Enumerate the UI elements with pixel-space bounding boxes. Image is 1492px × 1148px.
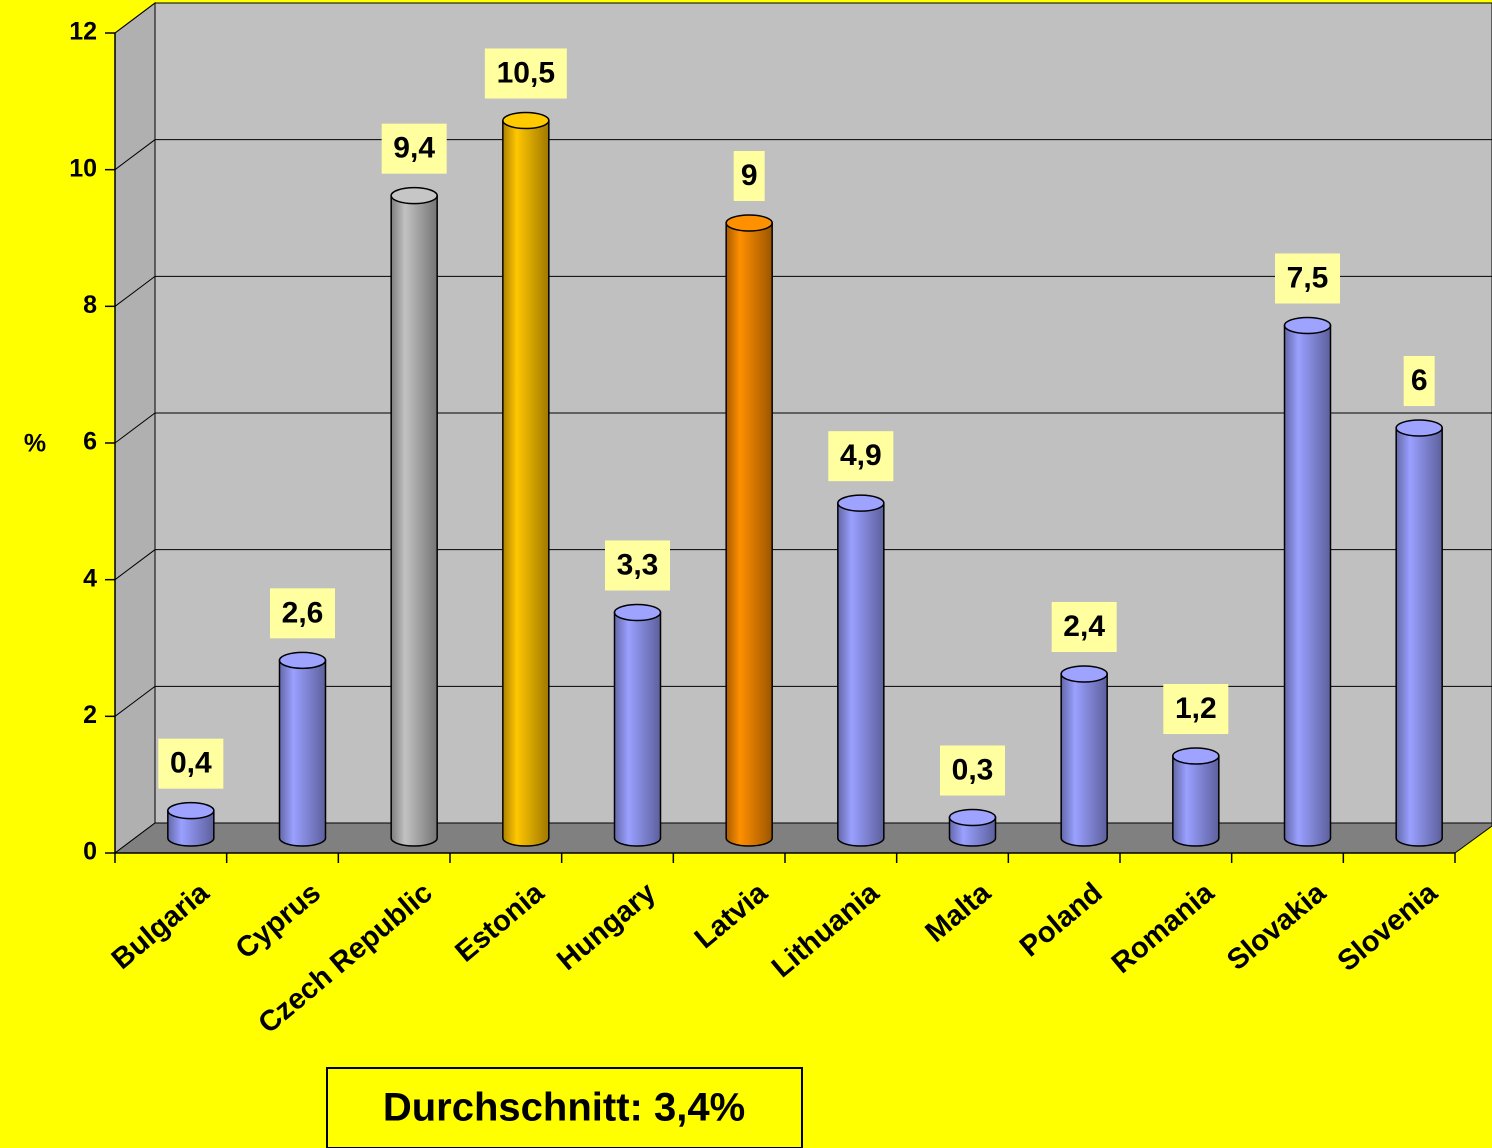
value-label: 3,3 (617, 548, 659, 581)
y-tick-label: 2 (83, 701, 97, 729)
grid-line (114, 412, 1492, 444)
bar (1172, 755, 1220, 847)
value-label: 10,5 (497, 56, 555, 89)
y-tick-label: 12 (69, 18, 97, 46)
bar-top (1395, 419, 1443, 437)
bar (502, 119, 550, 847)
bar-top (167, 801, 215, 820)
grid-line (114, 2, 1492, 34)
value-label-box (1051, 602, 1117, 652)
value-label-box (733, 151, 765, 201)
bar-top (502, 111, 550, 130)
x-tick-label: Hungary (551, 877, 662, 977)
value-label-box (381, 123, 447, 174)
x-tick-label: Lithuania (766, 876, 886, 984)
value-label: 2,4 (1063, 610, 1105, 643)
value-label-box (940, 745, 1005, 796)
grid-line (114, 685, 1492, 717)
bar (390, 194, 438, 847)
value-label: 1,2 (1175, 692, 1217, 725)
value-label-box (605, 540, 670, 591)
bar-top (1172, 747, 1220, 765)
y-tick-label: 0 (83, 838, 97, 866)
value-label: 0,4 (170, 747, 212, 780)
grid-line (114, 275, 1492, 307)
y-tick-label: 8 (83, 291, 97, 319)
value-label: 7,5 (1287, 261, 1329, 294)
value-label-box (270, 588, 335, 639)
value-label-box (1403, 356, 1435, 406)
x-tick-label: Romania (1106, 876, 1221, 980)
value-label-box (158, 738, 224, 789)
x-tick-label: Poland (1014, 877, 1109, 964)
bar (1283, 324, 1332, 847)
bar-top (725, 214, 773, 232)
x-tick-label: Bulgaria (106, 876, 216, 976)
x-tick-label: Slovenia (1332, 876, 1445, 978)
bar (167, 809, 215, 847)
y-tick-label: 4 (83, 564, 97, 592)
bar-top (613, 603, 662, 622)
x-tick-label: Latvia (689, 876, 774, 955)
x-tick-label: Slovakia (1221, 876, 1332, 977)
bar (1060, 673, 1108, 847)
value-label: 9 (741, 159, 758, 192)
x-tick-label: Estonia (449, 876, 550, 968)
bar-top (390, 186, 438, 205)
bar (837, 502, 885, 847)
bar-top (1060, 665, 1108, 683)
bar-top (837, 494, 885, 512)
value-label: 9,4 (393, 132, 435, 165)
value-label-box (828, 431, 894, 482)
grid-line (114, 549, 1492, 581)
value-label: 6 (1411, 364, 1428, 397)
bar-top (278, 651, 327, 670)
value-label-box (484, 48, 567, 99)
y-tick-label: 10 (69, 154, 97, 182)
bar-top (948, 808, 997, 827)
value-label-box (1275, 253, 1340, 304)
annotation: Durchschnitt: 3,4% (383, 1086, 745, 1130)
y-tick-label: 6 (83, 428, 97, 456)
value-label: 4,9 (840, 439, 882, 472)
x-tick-label: Malta (920, 876, 998, 949)
bar (278, 659, 327, 847)
bar (613, 611, 662, 847)
bar-top (1283, 316, 1332, 335)
value-label: 0,3 (952, 753, 994, 786)
value-label-box (1163, 684, 1229, 734)
y-axis-label: % (24, 430, 46, 458)
grid-line (114, 139, 1492, 171)
value-label: 2,6 (282, 596, 324, 629)
annotation-box (326, 1067, 803, 1148)
bar (1395, 427, 1443, 847)
x-tick-label: Cyprus (230, 877, 327, 966)
bar (725, 222, 773, 847)
